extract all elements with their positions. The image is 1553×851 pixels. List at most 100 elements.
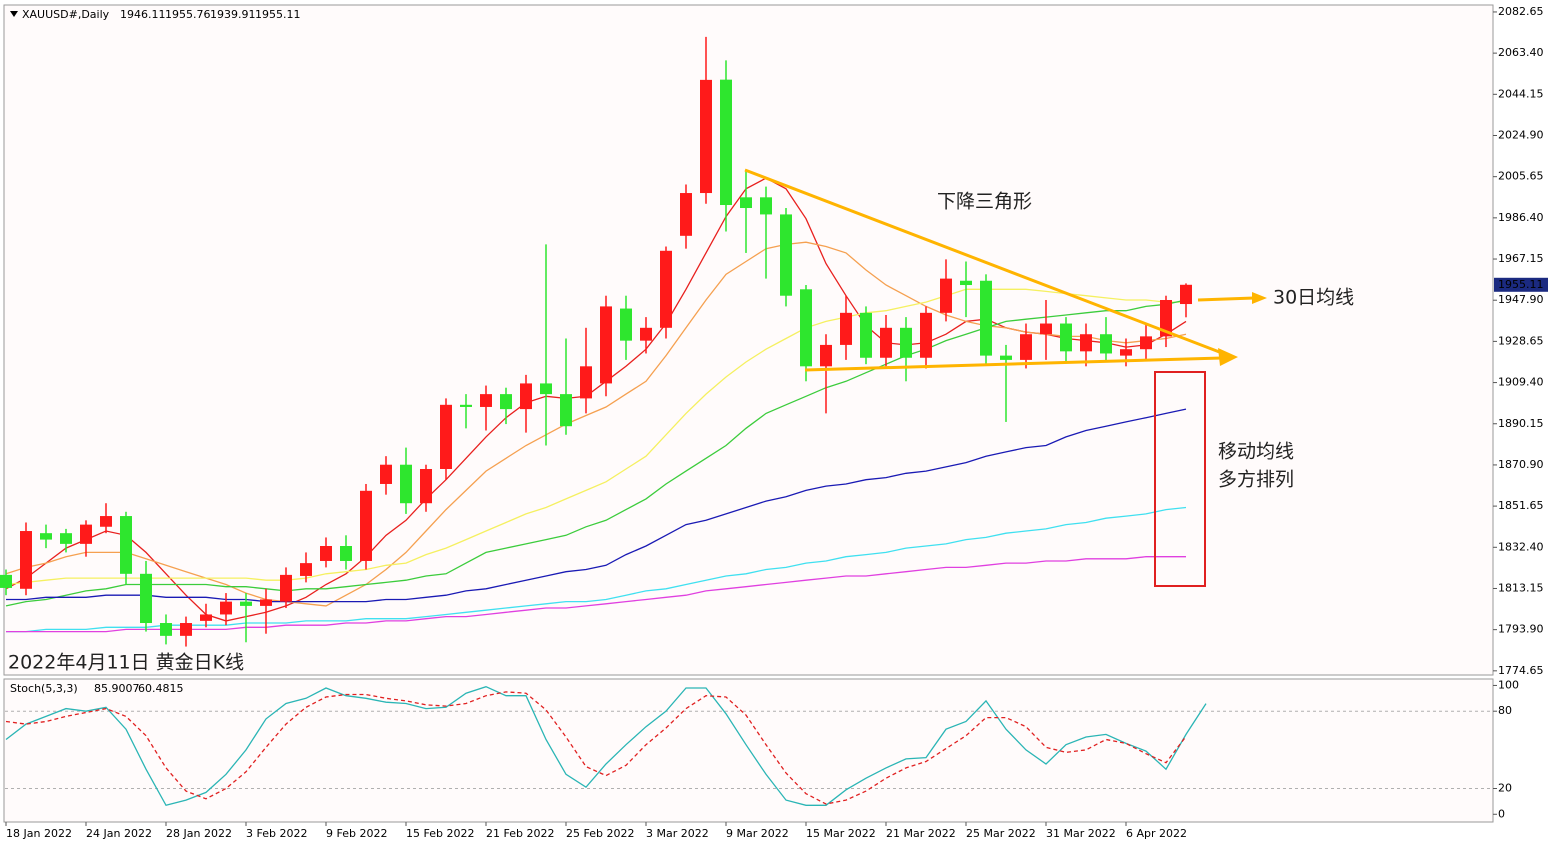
candle-body bbox=[300, 563, 312, 576]
y-tick-label: 1947.90 bbox=[1498, 293, 1544, 306]
candle-body bbox=[760, 197, 772, 215]
candle-body bbox=[540, 383, 552, 395]
x-tick-label: 9 Feb 2022 bbox=[326, 827, 387, 840]
chart-title: XAUUSD#,Daily bbox=[22, 8, 110, 21]
y-tick-label: 1813.15 bbox=[1498, 581, 1544, 594]
candle-body bbox=[220, 601, 232, 615]
candle-body bbox=[440, 404, 452, 469]
candle-body bbox=[1040, 323, 1052, 335]
header-open: 1946.11 bbox=[120, 8, 166, 21]
candle-body bbox=[380, 464, 392, 484]
menu-arrow bbox=[10, 11, 18, 17]
stoch-panel bbox=[3, 678, 1494, 823]
candle-body bbox=[680, 193, 692, 236]
y-tick-label: 1851.65 bbox=[1498, 499, 1544, 512]
y-tick-label: 2024.90 bbox=[1498, 128, 1544, 141]
candle-body bbox=[720, 79, 732, 206]
x-tick-label: 21 Mar 2022 bbox=[886, 827, 956, 840]
candle-body bbox=[1160, 299, 1172, 337]
stoch-d-value: 60.4815 bbox=[138, 682, 184, 695]
stoch-line bbox=[5, 691, 1187, 805]
candle-body bbox=[740, 197, 752, 209]
candle-body bbox=[820, 344, 832, 367]
y-tick-label: 20 bbox=[1498, 782, 1512, 795]
ma-highlight-box bbox=[1154, 371, 1206, 587]
annotation: 2022年4月11日 黄金日K线 bbox=[8, 652, 244, 674]
candle-body bbox=[40, 533, 52, 540]
x-tick-label: 25 Feb 2022 bbox=[566, 827, 634, 840]
x-tick-label: 21 Feb 2022 bbox=[486, 827, 554, 840]
header-low: 1939.91 bbox=[210, 8, 256, 21]
candle-body bbox=[560, 394, 572, 427]
y-tick-label: 1832.40 bbox=[1498, 540, 1544, 553]
candle-body bbox=[460, 404, 472, 407]
price-tag-label: 1955.11 bbox=[1498, 278, 1544, 291]
candle-body bbox=[1180, 284, 1192, 305]
annotation: 30日均线 bbox=[1273, 287, 1354, 309]
candle-body bbox=[500, 394, 512, 410]
candle-body bbox=[640, 327, 652, 341]
x-tick-label: 15 Feb 2022 bbox=[406, 827, 474, 840]
candle-body bbox=[1080, 334, 1092, 352]
candle-body bbox=[520, 383, 532, 410]
candle-body bbox=[100, 516, 112, 527]
candle-body bbox=[880, 327, 892, 358]
candle-body bbox=[180, 623, 192, 636]
candle-body bbox=[420, 468, 432, 504]
candle-body bbox=[1020, 334, 1032, 360]
header-close: 1955.11 bbox=[255, 8, 301, 21]
candle-body bbox=[120, 516, 132, 574]
x-tick-label: 25 Mar 2022 bbox=[966, 827, 1036, 840]
candle-body bbox=[480, 394, 492, 407]
stoch-k-value: 85.9007 bbox=[94, 682, 140, 695]
y-tick-label: 2063.40 bbox=[1498, 46, 1544, 59]
candle-body bbox=[980, 280, 992, 356]
candle-body bbox=[900, 327, 912, 358]
candle-body bbox=[1120, 349, 1132, 356]
candle-body bbox=[360, 490, 372, 561]
y-tick-label: 2005.65 bbox=[1498, 170, 1544, 183]
candle-body bbox=[940, 278, 952, 313]
stoch-line bbox=[5, 686, 1207, 807]
x-tick-label: 31 Mar 2022 bbox=[1046, 827, 1116, 840]
x-tick-label: 15 Mar 2022 bbox=[806, 827, 876, 840]
triangle-arrowhead bbox=[1218, 348, 1238, 366]
y-tick-label: 2044.15 bbox=[1498, 87, 1544, 100]
y-tick-label: 80 bbox=[1498, 704, 1512, 717]
header-high: 1955.76 bbox=[165, 8, 211, 21]
candle-body bbox=[260, 599, 272, 606]
candle-body bbox=[140, 573, 152, 624]
candle-body bbox=[0, 574, 12, 588]
candle-body bbox=[20, 531, 32, 589]
candle-body bbox=[580, 366, 592, 399]
main-panel bbox=[3, 4, 1494, 676]
y-tick-label: 1928.65 bbox=[1498, 334, 1544, 347]
candle-body bbox=[700, 79, 712, 194]
candle-body bbox=[600, 306, 612, 384]
price-tag bbox=[1494, 277, 1548, 292]
x-tick-label: 24 Jan 2022 bbox=[86, 827, 152, 840]
ma30-arrowhead bbox=[1252, 292, 1267, 304]
candle-body bbox=[340, 546, 352, 561]
candle-body bbox=[1100, 334, 1112, 354]
moving-average bbox=[6, 556, 1186, 633]
moving-average bbox=[6, 408, 1187, 603]
candle-body bbox=[840, 312, 852, 345]
candle-body bbox=[280, 574, 292, 602]
candle-body bbox=[620, 308, 632, 341]
x-tick-label: 6 Apr 2022 bbox=[1126, 827, 1187, 840]
candle-body bbox=[1000, 355, 1012, 360]
stoch-title: Stoch(5,3,3) bbox=[10, 682, 78, 695]
candle-body bbox=[660, 250, 672, 328]
plot-area: 1774.65 1793.90 1813.15 1832.40 1851.65 1870.… bbox=[0, 5, 1548, 840]
x-tick-label: 9 Mar 2022 bbox=[726, 827, 789, 840]
triangle-lower-line bbox=[804, 356, 1223, 372]
x-tick-label: 28 Jan 2022 bbox=[166, 827, 232, 840]
candle-body bbox=[200, 614, 212, 621]
candle-body bbox=[780, 214, 792, 296]
triangle-upper-line bbox=[744, 168, 1223, 355]
x-tick-label: 3 Mar 2022 bbox=[646, 827, 709, 840]
candle-body bbox=[800, 289, 812, 367]
y-tick-label: 0 bbox=[1498, 807, 1505, 820]
